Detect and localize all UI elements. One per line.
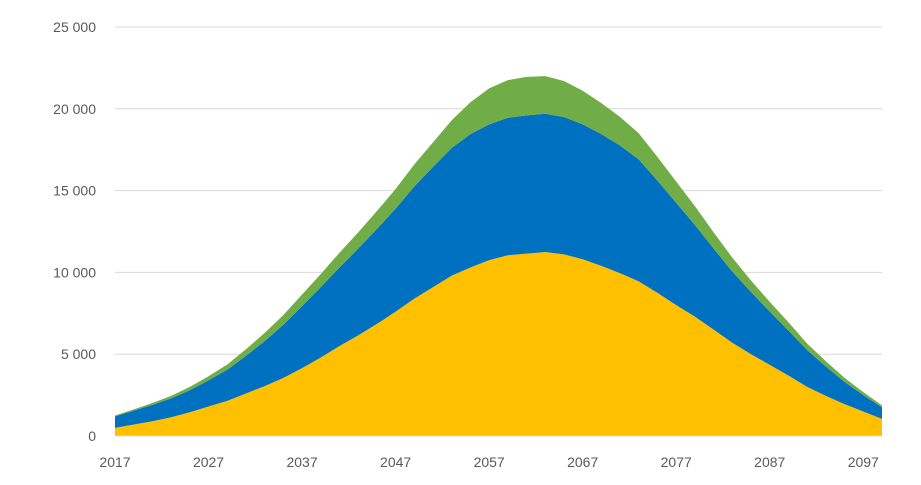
y-tick-label-0: 0: [88, 428, 96, 444]
y-tick-label-5: 25 000: [53, 19, 96, 35]
x-tick-label-5: 2067: [567, 454, 598, 470]
area-series-2: [115, 113, 882, 428]
y-tick-label-2: 10 000: [53, 264, 96, 280]
x-axis-tick-labels: 2017 2027 2037 2047 2057 2067 2077 2087 2097: [99, 454, 879, 470]
x-tick-label-6: 2077: [661, 454, 692, 470]
area-series-1: [115, 251, 882, 436]
x-tick-label-4: 2057: [474, 454, 505, 470]
x-tick-label-0: 2017: [99, 454, 130, 470]
x-tick-label-1: 2027: [193, 454, 224, 470]
x-tick-label-7: 2087: [754, 454, 785, 470]
x-tick-label-8: 2097: [848, 454, 879, 470]
area-series: [115, 76, 882, 436]
x-tick-label-2: 2037: [286, 454, 317, 470]
y-tick-label-4: 20 000: [53, 101, 96, 117]
x-tick-label-3: 2047: [380, 454, 411, 470]
y-tick-label-3: 15 000: [53, 183, 96, 199]
y-axis-tick-labels: 0 5 000 10 000 15 000 20 000 25 000: [53, 19, 96, 444]
y-tick-label-1: 5 000: [61, 346, 96, 362]
